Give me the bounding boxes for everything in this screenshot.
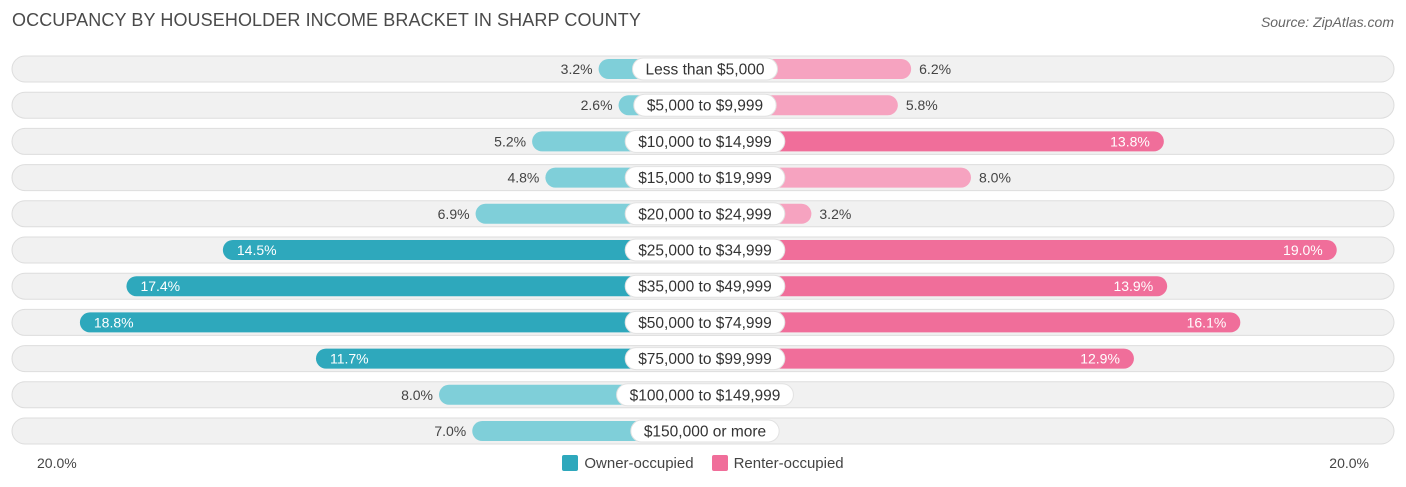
legend-swatch-renter [711,455,728,471]
value-label-renter: 16.1% [1187,314,1227,330]
category-label: $75,000 to $99,999 [638,351,772,368]
category-label: Less than $5,000 [646,62,765,79]
value-label-owner: 18.8% [94,314,134,330]
legend: Owner-occupied Renter-occupied [0,453,1406,473]
axis-left-label: 20.0% [37,455,77,471]
value-label-owner: 14.5% [237,242,277,258]
value-label-owner: 6.9% [438,206,470,222]
value-label-owner: 3.2% [561,61,593,77]
category-pill [616,383,794,407]
chart-row: 2.6% 5.8% $5,000 to $9,999 [11,91,1395,119]
value-label-owner: 11.7% [330,351,369,367]
category-label: $150,000 or more [644,424,766,441]
category-pill [624,238,786,262]
bar-renter[interactable] [705,276,1168,297]
legend-label-owner: Owner-occupied [584,454,694,472]
bar-owner[interactable] [222,240,705,260]
category-pill [633,93,777,117]
category-label: $5,000 to $9,999 [647,98,763,115]
chart-row: 4.8% 8.0% $15,000 to $19,999 [11,164,1395,192]
legend-item-owner[interactable]: Owner-occupied [562,454,694,472]
legend-label-renter: Renter-occupied [733,454,844,472]
category-pill [624,166,786,190]
category-label: $20,000 to $24,999 [638,206,772,223]
value-label-renter: 6.2% [919,61,951,77]
bar-owner[interactable] [126,276,705,297]
category-label: $35,000 to $49,999 [638,279,772,296]
value-label-renter: 5.8% [906,97,938,113]
value-label-renter: 19.0% [1283,242,1323,258]
category-label: $15,000 to $19,999 [638,170,772,187]
chart-row: 17.4% 13.9% $35,000 to $49,999 [11,272,1395,300]
chart-row: 8.0%1.1%$100,000 to $149,999 [11,381,1395,409]
category-label: $10,000 to $14,999 [638,134,772,151]
category-label: $25,000 to $34,999 [638,243,772,260]
value-label-owner: 4.8% [507,170,539,186]
category-pill [624,202,786,226]
chart-row: 6.9% 3.2% $20,000 to $24,999 [11,200,1395,228]
bar-renter[interactable] [705,348,1134,369]
chart-title: OCCUPANCY BY HOUSEHOLDER INCOME BRACKET … [12,10,641,30]
chart-row: 3.2% 6.2% Less than $5,000 [11,55,1395,83]
value-label-owner: 2.6% [581,97,613,113]
chart-row: 5.2% 13.8% $10,000 to $14,999 [11,127,1395,155]
value-label-renter: 13.9% [1113,278,1153,294]
category-pill [632,57,778,81]
category-pill [630,419,780,443]
axis-right-label: 20.0% [1329,455,1369,471]
legend-swatch-owner [562,455,579,471]
category-label: $50,000 to $74,999 [638,315,772,332]
value-label-owner: 7.0% [434,423,466,439]
category-pill [624,274,786,298]
legend-item-renter[interactable]: Renter-occupied [711,454,844,472]
value-label-renter: 13.8% [1110,133,1150,149]
bar-owner[interactable] [315,348,705,369]
category-pill [624,310,786,334]
value-label-renter: 8.0% [979,170,1011,186]
category-pill [624,347,786,371]
value-label-owner: 5.2% [494,133,526,149]
value-label-renter: 12.9% [1080,351,1120,367]
chart-row: 7.0%0.0%$150,000 or more [11,417,1395,445]
bar-renter[interactable] [705,131,1164,152]
value-label-owner: 17.4% [140,278,180,294]
chart-source: Source: ZipAtlas.com [1260,14,1394,30]
bar-owner[interactable] [79,312,705,333]
value-label-owner: 8.0% [401,387,433,403]
chart-row: 18.8% 16.1% $50,000 to $74,999 [11,308,1395,336]
value-label-renter: 3.2% [819,206,851,222]
bar-renter[interactable] [705,240,1337,260]
bar-renter[interactable] [705,312,1241,333]
category-pill [624,129,786,153]
chart-row: 14.5% 19.0% $25,000 to $34,999 [11,236,1395,264]
category-label: $100,000 to $149,999 [630,387,781,404]
chart-row: 11.7% 12.9% $75,000 to $99,999 [11,345,1395,373]
